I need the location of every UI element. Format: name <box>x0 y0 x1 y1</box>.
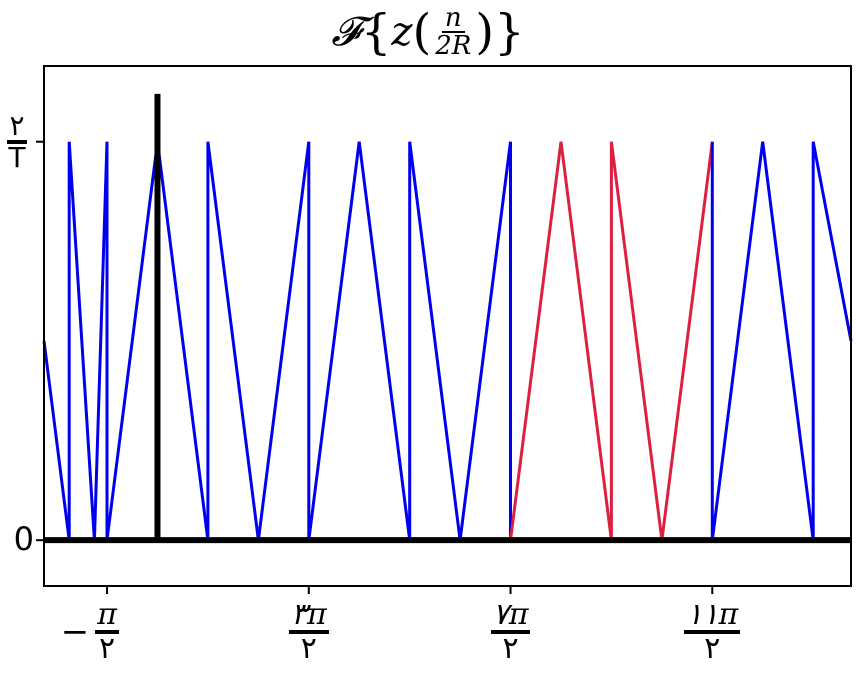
chart-title: 𝓕 { z ( n 2R ) } <box>0 0 856 64</box>
x-tick-label: ۱۱π ۲ <box>684 597 741 666</box>
x-tick-label-fraction: ۷π ۲ <box>490 597 531 666</box>
x-tick-label-denominator: ۲ <box>502 631 519 666</box>
x-tick-label-denominator: ۲ <box>704 631 721 666</box>
x-tick-label-numerator: ۷π <box>490 597 531 634</box>
x-tick-label-fraction: ۳π ۲ <box>288 597 329 666</box>
title-fraction-numerator: n <box>441 5 465 33</box>
axes-frame <box>43 65 852 587</box>
x-tick-label-numerator: ۱۱π <box>684 597 741 634</box>
y-tick-label-denominator: T <box>8 140 26 174</box>
series-line-1 <box>509 141 714 541</box>
x-tick-label-fraction: ۱۱π ۲ <box>684 597 741 666</box>
title-right-paren: ) <box>475 4 495 60</box>
title-fraction: n 2R <box>435 5 471 59</box>
x-tick-label-denominator: ۲ <box>98 631 116 666</box>
series-line-2 <box>710 141 853 541</box>
x-tick-label-denominator: ۲ <box>300 631 317 666</box>
x-tick-label: ۳π ۲ <box>288 597 329 666</box>
series-line-0 <box>42 141 512 541</box>
title-fraction-denominator: 2R <box>435 31 472 61</box>
y-tick-label-numerator: ۲ <box>7 108 27 144</box>
x-tick-label-sign: − <box>60 612 90 652</box>
title-left-paren: ( <box>412 4 432 60</box>
x-tick-label-numerator: ۳π <box>288 597 329 634</box>
x-tick-label: ۷π ۲ <box>490 597 531 666</box>
x-tick-label: − π ۲ <box>61 600 119 664</box>
title-right-brace: } <box>494 4 525 60</box>
title-operator: 𝓕 <box>331 9 361 55</box>
y-tick-label: 0 <box>13 520 34 559</box>
title-variable: z <box>391 9 413 55</box>
plot-area <box>36 65 853 594</box>
x-tick-label-numerator: π <box>95 597 119 634</box>
title-left-brace: { <box>360 4 392 60</box>
